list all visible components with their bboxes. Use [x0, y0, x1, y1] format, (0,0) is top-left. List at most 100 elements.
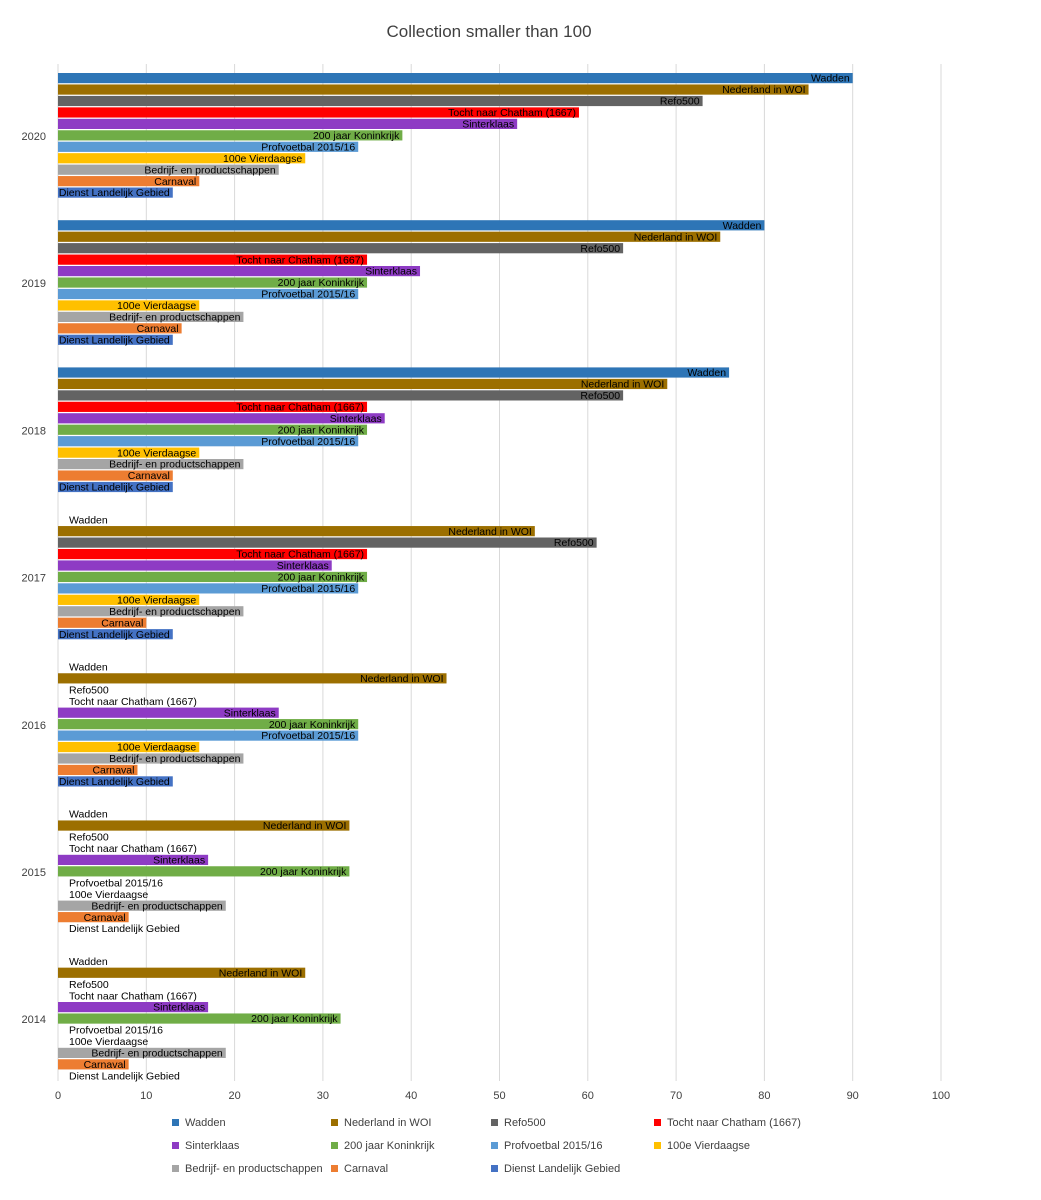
- bar-data-label: 100e Vierdaagse: [69, 889, 148, 901]
- bar-data-label: Dienst Landelijk Gebied: [59, 187, 170, 199]
- bar-data-label: Profvoetbal 2015/16: [261, 141, 355, 153]
- bar: [58, 424, 368, 435]
- legend-entry: 100e Vierdaagse: [667, 1140, 750, 1152]
- category-label: 2020: [22, 131, 46, 143]
- bar-data-label: Nederland in WOI: [219, 967, 302, 979]
- legend-swatch: [654, 1119, 661, 1126]
- bar-data-label: Nederland in WOI: [448, 526, 531, 538]
- legend-swatch: [654, 1142, 661, 1149]
- bar-data-label: Tocht naar Chatham (1667): [236, 254, 364, 266]
- bar-data-label: Dienst Landelijk Gebied: [59, 334, 170, 346]
- bar-data-label: 200 jaar Koninkrijk: [278, 572, 365, 584]
- bar-data-label: Carnaval: [154, 176, 196, 188]
- bar-data-label: Wadden: [687, 367, 726, 379]
- category-label: 2014: [22, 1014, 46, 1026]
- x-tick-label: 50: [493, 1090, 505, 1102]
- x-tick-label: 70: [670, 1090, 682, 1102]
- bar: [58, 1013, 341, 1024]
- bar-data-label: Profvoetbal 2015/16: [69, 1025, 163, 1037]
- bar: [58, 1047, 226, 1058]
- bar-data-label: Carnaval: [128, 470, 170, 482]
- bar-data-label: Bedrijf- en productschappen: [109, 606, 240, 618]
- bar: [58, 753, 244, 764]
- bar-data-label: Wadden: [69, 662, 108, 674]
- bar-data-label: Profvoetbal 2015/16: [261, 730, 355, 742]
- bar-data-label: Nederland in WOI: [634, 231, 717, 243]
- bar: [58, 583, 359, 594]
- bar: [58, 84, 809, 95]
- x-tick-label: 10: [140, 1090, 152, 1102]
- bar-data-label: Sinterklaas: [365, 266, 417, 278]
- bar-data-label: Bedrijf- en productschappen: [91, 900, 222, 912]
- bar: [58, 243, 624, 254]
- bar-data-label: Dienst Landelijk Gebied: [59, 776, 170, 788]
- bar-data-label: Bedrijf- en productschappen: [109, 312, 240, 324]
- bar-data-label: 100e Vierdaagse: [223, 153, 302, 165]
- bar-data-label: Sinterklaas: [224, 707, 276, 719]
- bar: [58, 537, 597, 548]
- bar: [58, 1059, 129, 1070]
- bar: [58, 266, 421, 277]
- bar-data-label: Sinterklaas: [277, 560, 329, 572]
- bar-data-label: 100e Vierdaagse: [117, 300, 196, 312]
- category-label: 2016: [22, 720, 46, 732]
- bar-data-label: Dienst Landelijk Gebied: [59, 482, 170, 494]
- bar-data-label: Bedrijf- en productschappen: [91, 1048, 222, 1060]
- bar-data-label: Carnaval: [84, 912, 126, 924]
- bar: [58, 629, 173, 640]
- category-label: 2015: [22, 867, 46, 879]
- bar-data-label: 200 jaar Koninkrijk: [278, 424, 365, 436]
- bar: [58, 571, 368, 583]
- bar: [58, 673, 447, 684]
- bar-data-label: Sinterklaas: [153, 855, 205, 867]
- bar: [58, 164, 279, 175]
- bar: [58, 401, 368, 412]
- bar-data-label: Refo500: [69, 979, 109, 991]
- x-tick-label: 80: [758, 1090, 770, 1102]
- bar: [58, 470, 173, 481]
- bar: [58, 153, 306, 164]
- bar: [58, 900, 226, 911]
- x-tick-label: 20: [228, 1090, 240, 1102]
- legend-entry: Nederland in WOI: [344, 1117, 431, 1129]
- bar: [58, 1002, 209, 1013]
- bar-data-label: 100e Vierdaagse: [117, 742, 196, 754]
- bar: [58, 254, 368, 265]
- bar: [58, 967, 306, 978]
- bar: [58, 854, 209, 865]
- category-label: 2018: [22, 425, 46, 437]
- bar: [58, 820, 350, 831]
- bar-data-label: Carnaval: [84, 1059, 126, 1071]
- bar: [58, 741, 200, 753]
- bar: [58, 447, 200, 458]
- category-label: 2017: [22, 573, 46, 585]
- bar-data-label: Wadden: [69, 809, 108, 821]
- bar: [58, 413, 385, 424]
- bar: [58, 481, 173, 493]
- bar: [58, 288, 359, 300]
- bar-data-label: Nederland in WOI: [722, 84, 805, 96]
- legend-swatch: [172, 1119, 179, 1126]
- x-tick-label: 90: [847, 1090, 859, 1102]
- legend-entry: Dienst Landelijk Gebied: [504, 1163, 620, 1175]
- bar-data-label: Tocht naar Chatham (1667): [69, 843, 197, 855]
- bar-data-label: Tocht naar Chatham (1667): [448, 107, 576, 119]
- bar-data-label: Wadden: [723, 220, 762, 232]
- bar: [58, 277, 368, 288]
- bar: [58, 367, 730, 378]
- bar-data-label: 200 jaar Koninkrijk: [269, 719, 356, 731]
- bar-data-label: 100e Vierdaagse: [69, 1036, 148, 1048]
- bar-data-label: Carnaval: [137, 323, 179, 335]
- bar: [58, 176, 200, 187]
- bar-data-label: 100e Vierdaagse: [117, 594, 196, 606]
- bar: [58, 220, 765, 231]
- bar: [58, 866, 350, 877]
- bar-data-label: Dienst Landelijk Gebied: [69, 1070, 180, 1082]
- bar-data-label: Profvoetbal 2015/16: [261, 436, 355, 448]
- legend-swatch: [331, 1119, 338, 1126]
- bar: [58, 130, 403, 141]
- bar: [58, 560, 332, 571]
- bar: [58, 323, 182, 334]
